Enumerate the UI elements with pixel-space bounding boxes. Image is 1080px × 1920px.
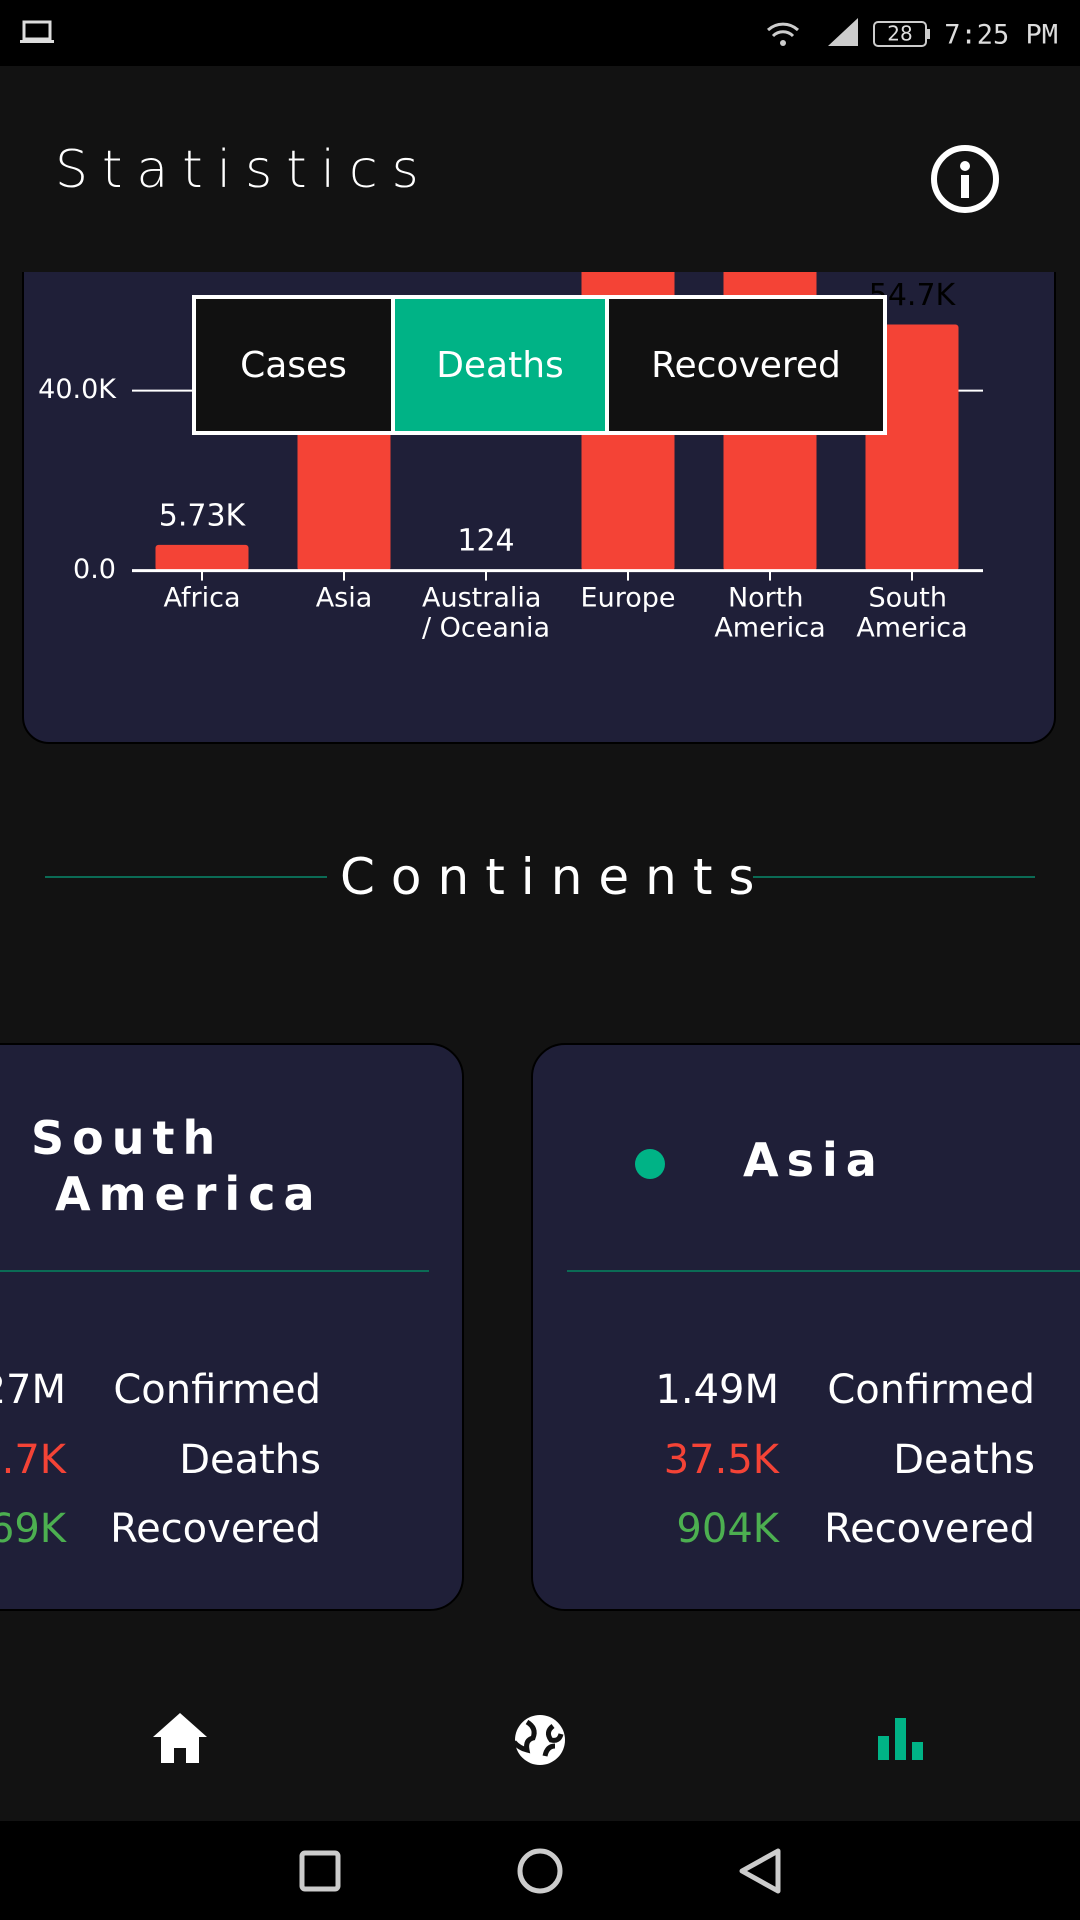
bar [581, 272, 675, 571]
nav-area [0, 1713, 1080, 1920]
x-tick-label: Asia [316, 582, 373, 613]
globe-lines [512, 1719, 564, 1757]
info-circle [931, 145, 999, 213]
signal-icon [828, 18, 858, 46]
home-button[interactable] [517, 1848, 563, 1894]
wifi-icon [766, 22, 800, 38]
x-tick-label: Europe [581, 582, 676, 613]
bar [723, 272, 817, 571]
x-tick-label: South America [856, 582, 967, 643]
bar [865, 324, 959, 571]
bar [155, 544, 249, 571]
card-title: Asia [743, 1133, 885, 1187]
page-title: Statistics [55, 140, 433, 200]
globe-tab[interactable] [512, 1715, 565, 1765]
tab-bar: Cases Deaths Recovered [192, 295, 887, 435]
value-label: 124 [457, 524, 514, 559]
bar [297, 401, 391, 571]
home-icon [153, 1713, 207, 1763]
laptop-base [20, 40, 54, 43]
stats-icon [878, 1736, 889, 1760]
back-button[interactable] [739, 1848, 781, 1894]
value-label: 5.73K [159, 498, 247, 533]
y-tick-label: 0.0 [73, 554, 116, 585]
home-tab[interactable] [153, 1713, 207, 1763]
battery-tip [926, 29, 930, 39]
stats-icon [912, 1742, 923, 1760]
recents-button[interactable] [299, 1850, 341, 1892]
laptop-icon [22, 20, 52, 41]
battery-level: 28 [887, 22, 912, 46]
info-button[interactable] [928, 142, 1002, 216]
stats-tab[interactable] [878, 1718, 923, 1760]
divider [45, 876, 327, 878]
continent-card[interactable]: South America [0, 1043, 464, 1611]
wifi-dot [780, 40, 786, 46]
status-dot [635, 1149, 665, 1179]
tab[interactable]: Cases [240, 344, 347, 386]
y-tick-label: 40.0K [38, 374, 117, 405]
status-icons: 28 7:25 PM [20, 18, 1058, 51]
clock: 7:25 PM [944, 20, 1058, 51]
tab[interactable]: Deaths [391, 299, 605, 431]
divider [753, 876, 1035, 878]
section-title: Continents [340, 848, 771, 906]
system-nav [0, 1821, 1080, 1920]
continent-card[interactable]: Asia [531, 1043, 1080, 1611]
info-bar [961, 175, 969, 198]
status-bar: 28 7:25 PM [0, 0, 1080, 66]
x-tick-label: Australia / Oceania [422, 582, 550, 643]
divider [567, 1270, 1080, 1272]
card-title: South America [31, 1111, 323, 1221]
info-dot [960, 161, 970, 171]
stats-icon [895, 1718, 906, 1760]
tab[interactable]: Recovered [605, 299, 883, 431]
divider [0, 1270, 429, 1272]
x-tick-label: Africa [163, 582, 240, 613]
x-tick-label: North America [714, 582, 825, 643]
